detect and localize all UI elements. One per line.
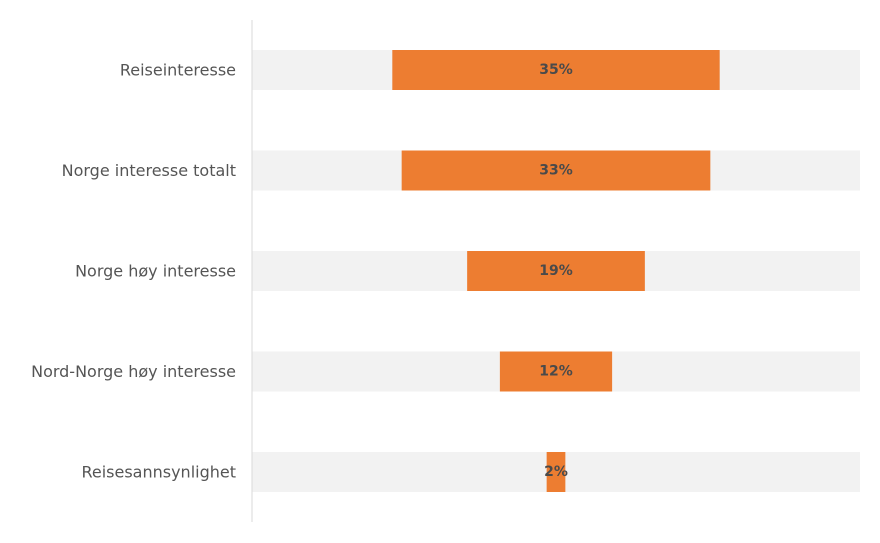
bar-reiseinteresse — [392, 50, 720, 90]
value-label-reiseinteresse: 35% — [539, 62, 573, 78]
bar-norge-interesse-totalt — [401, 150, 711, 191]
value-label-reisesannsynlighet: 2% — [544, 464, 568, 480]
category-label-norge-interesse-totalt: Norge interesse totalt — [62, 161, 236, 180]
bar-reisesannsynlighet — [546, 452, 566, 492]
bar-norge-hoy-interesse — [467, 251, 645, 291]
value-label-norge-hoy-interesse: 19% — [539, 263, 573, 279]
category-label-reiseinteresse: Reiseinteresse — [120, 61, 236, 80]
category-label-nord-norge-hoy-interesse: Nord-Norge høy interesse — [31, 362, 236, 381]
category-label-reisesannsynlighet: Reisesannsynlighet — [81, 463, 236, 482]
bar-nord-norge-hoy-interesse — [499, 351, 613, 392]
value-label-norge-interesse-totalt: 33% — [539, 163, 573, 179]
value-label-nord-norge-hoy-interesse: 12% — [539, 364, 573, 380]
category-label-norge-hoy-interesse: Norge høy interesse — [75, 262, 236, 281]
